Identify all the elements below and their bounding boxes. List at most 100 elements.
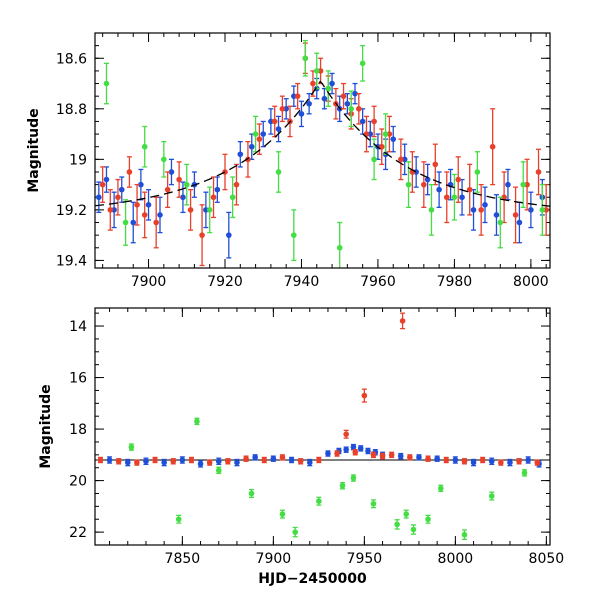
data-point (279, 454, 286, 461)
data-point (187, 207, 194, 213)
data-point (183, 181, 190, 188)
data-point (390, 136, 397, 142)
data-point (348, 106, 354, 112)
data-point (534, 459, 541, 466)
data-point (520, 181, 527, 188)
data-point (248, 143, 255, 150)
data-point (122, 219, 129, 226)
data-point (361, 392, 368, 399)
data-point (152, 457, 158, 463)
data-point (245, 156, 251, 163)
data-point (279, 106, 286, 112)
y-axis-label: Magnitude (26, 108, 42, 192)
y-tick-label: 19.4 (56, 253, 87, 269)
data-point (157, 212, 163, 218)
x-tick-label: 7900 (256, 551, 292, 567)
data-point (306, 459, 313, 466)
data-point (388, 452, 395, 458)
x-tick-label: 7960 (360, 274, 396, 290)
data-point (424, 176, 431, 183)
x-tick-label: 7920 (207, 274, 243, 290)
data-point (394, 521, 400, 528)
data-point (237, 151, 244, 158)
data-point (275, 126, 282, 132)
plot-area (95, 39, 550, 268)
y-tick-label: 18 (69, 422, 87, 438)
data-point (252, 454, 258, 461)
x-tick-label: 8000 (438, 551, 474, 567)
data-point (175, 516, 182, 523)
data-series-2 (103, 39, 546, 268)
data-point (103, 80, 110, 87)
data-point (466, 186, 473, 193)
data-point (478, 207, 484, 213)
data-point (452, 457, 459, 463)
data-point (141, 212, 148, 218)
data-point (505, 181, 511, 188)
data-point (352, 449, 359, 456)
x-tick-label: 7940 (284, 274, 320, 290)
data-point (215, 467, 222, 474)
data-point (329, 80, 335, 87)
data-point (294, 93, 301, 99)
axis-ticks (95, 308, 550, 546)
data-point (302, 55, 309, 62)
data-point (461, 458, 468, 465)
data-point (194, 418, 200, 425)
data-point (343, 446, 349, 453)
data-point (206, 459, 213, 466)
bottom-panel-magnitude-full: 7850 7900 7950 8000 8050 14 16 18 20 22 Magnitude H… (38, 307, 565, 587)
data-point (432, 161, 439, 168)
data-series-0 (96, 72, 546, 259)
data-point (107, 207, 114, 213)
data-point (310, 80, 316, 87)
data-point (443, 194, 450, 201)
data-point (528, 207, 534, 213)
data-point (488, 458, 495, 465)
data-point (188, 457, 195, 463)
y-tick-label: 22 (69, 525, 87, 541)
data-point (493, 212, 500, 218)
data-point (321, 95, 328, 102)
data-point (106, 457, 113, 463)
data-point (350, 444, 357, 450)
data-point (516, 458, 522, 465)
data-point (438, 485, 444, 492)
data-point (428, 207, 435, 213)
data-point (357, 445, 364, 452)
data-point (141, 143, 148, 150)
data-point (479, 457, 486, 463)
data-point (138, 181, 144, 188)
y-axis-label: Magnitude (38, 384, 54, 468)
x-tick-label: 7900 (131, 274, 167, 290)
data-point (340, 93, 347, 99)
data-point (199, 232, 205, 238)
data-point (488, 493, 495, 499)
data-point (512, 212, 519, 218)
data-point (339, 482, 346, 489)
data-point (343, 431, 349, 438)
data-point (115, 194, 121, 201)
data-point (197, 461, 204, 467)
data-point (407, 454, 413, 461)
data-point (214, 186, 221, 193)
data-point (215, 458, 222, 465)
data-point (352, 90, 358, 97)
data-point (153, 219, 159, 226)
data-point (288, 457, 295, 463)
y-tick-label: 20 (69, 474, 87, 490)
data-point (252, 131, 259, 137)
data-series-1 (99, 42, 549, 267)
data-point (489, 143, 496, 150)
data-point (128, 444, 135, 450)
y-tick-label: 18.6 (56, 51, 87, 67)
x-tick-label: 8000 (513, 274, 549, 290)
data-point (474, 169, 481, 175)
data-point (170, 458, 177, 465)
data-point (118, 186, 125, 193)
data-point (382, 131, 389, 137)
data-point (416, 454, 422, 461)
x-tick-label: 8050 (529, 551, 565, 567)
data-point (233, 181, 240, 188)
data-point (256, 136, 263, 142)
